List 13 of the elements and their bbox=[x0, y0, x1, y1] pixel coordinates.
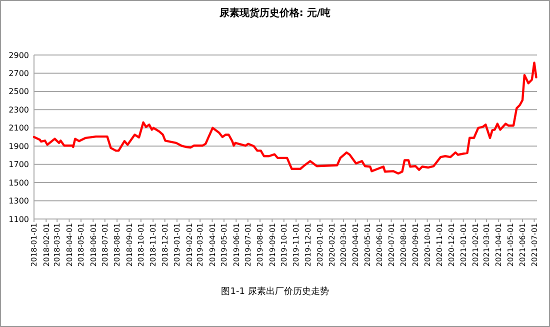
y-tick-label: 2300 bbox=[8, 105, 29, 114]
y-tick-label: 2700 bbox=[8, 69, 29, 78]
y-tick-label: 2100 bbox=[8, 124, 29, 133]
chart-title: 尿素现货历史价格: 元/吨 bbox=[218, 7, 331, 19]
caption: 图1-1 尿素出厂价历史走势 bbox=[221, 286, 329, 297]
y-tick-label: 1300 bbox=[8, 196, 29, 206]
y-tick-label: 1900 bbox=[8, 142, 29, 151]
y-tick-label: 1500 bbox=[8, 178, 29, 188]
y-tick-label: 2900 bbox=[8, 50, 29, 60]
line-series bbox=[32, 62, 538, 175]
y-tick-label: 1100 bbox=[8, 214, 29, 224]
y-tick-label: 2500 bbox=[8, 87, 29, 96]
y-tick-label: 1700 bbox=[8, 160, 29, 170]
